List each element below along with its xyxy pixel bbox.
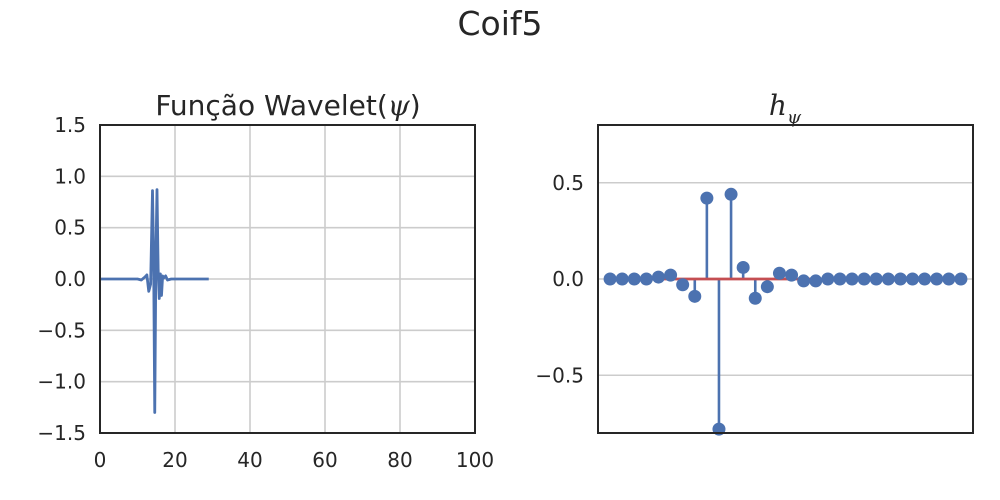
right-plot-title: hψ — [769, 89, 802, 128]
left-title-suffix: ) — [410, 89, 421, 122]
left-xtick-label: 20 — [162, 448, 187, 472]
stem-marker — [918, 272, 932, 286]
stem-marker — [615, 272, 629, 286]
stem-marker — [724, 187, 738, 201]
stem-marker — [651, 270, 665, 284]
stem-marker — [942, 272, 956, 286]
left-xtick-label: 60 — [312, 448, 337, 472]
stem-marker — [748, 291, 762, 305]
stem-marker — [845, 272, 859, 286]
stem-marker — [857, 272, 871, 286]
left-title-symbol: ψ — [388, 89, 411, 122]
stem-marker — [893, 272, 907, 286]
left-ytick-label: −1.5 — [37, 421, 86, 445]
left-ytick-label: 1.5 — [54, 113, 86, 137]
left-tick-labels: 0 20 40 60 80 100 −1.5 −1.0 −0.5 0.0 0.5 1.0 1.5 — [37, 113, 494, 472]
right-stem-group — [603, 187, 968, 436]
left-plot-title: Função Wavelet(ψ) — [155, 89, 420, 122]
stem-marker — [881, 272, 895, 286]
wavelet-line — [100, 188, 209, 414]
left-series-group — [100, 188, 209, 414]
stem-marker — [772, 266, 786, 280]
stem-marker — [797, 274, 811, 288]
right-ytick-label: 0.0 — [552, 267, 584, 291]
left-xtick-label: 40 — [237, 448, 262, 472]
stem-marker — [603, 272, 617, 286]
stem-marker — [833, 272, 847, 286]
stem-marker — [664, 268, 678, 282]
right-plot-frame — [597, 124, 974, 434]
figure-title: Coif5 — [457, 4, 543, 43]
left-plot-frame — [99, 124, 476, 434]
stem-marker — [676, 278, 690, 292]
left-xtick-label: 0 — [94, 448, 107, 472]
stem-marker — [906, 272, 920, 286]
stem-marker — [930, 272, 944, 286]
stem-marker — [700, 191, 714, 205]
right-tick-labels: −0.5 0.0 0.5 — [535, 171, 584, 388]
right-title-base: h — [769, 89, 787, 122]
stem-marker — [809, 274, 823, 288]
left-ytick-label: −0.5 — [37, 318, 86, 342]
left-ytick-label: 0.0 — [54, 267, 86, 291]
right-title-sub: ψ — [787, 107, 802, 128]
stem-marker — [688, 289, 702, 303]
stem-marker — [627, 272, 641, 286]
stem-marker — [821, 272, 835, 286]
left-title-text: Função Wavelet( — [155, 89, 387, 122]
left-xtick-label: 100 — [456, 448, 494, 472]
right-ytick-label: 0.5 — [552, 171, 584, 195]
stem-marker — [736, 260, 750, 274]
stem-marker — [954, 272, 968, 286]
left-xtick-label: 80 — [387, 448, 412, 472]
right-ytick-label: −0.5 — [535, 363, 584, 387]
left-ytick-label: 1.0 — [54, 164, 86, 188]
stem-marker — [869, 272, 883, 286]
stem-marker — [639, 272, 653, 286]
left-ytick-label: 0.5 — [54, 216, 86, 240]
stem-marker — [785, 268, 799, 282]
stem-marker — [760, 280, 774, 294]
left-ytick-label: −1.0 — [37, 370, 86, 394]
